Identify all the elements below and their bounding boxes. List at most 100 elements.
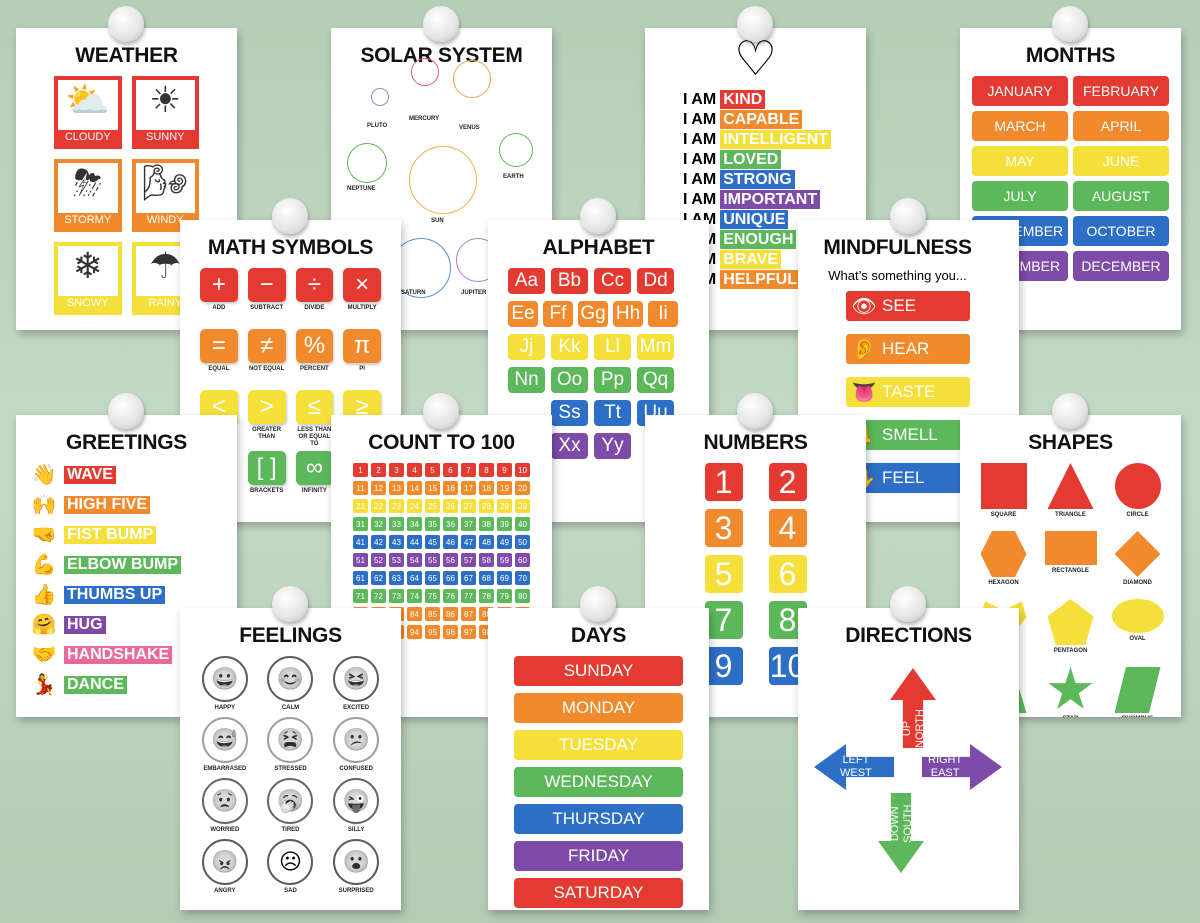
count-cell: 45 <box>425 535 440 549</box>
face-tired-icon: 🥱 <box>267 778 314 824</box>
number-tile: 3 <box>704 509 743 547</box>
shape-label: STAR <box>1039 716 1102 717</box>
poster-title: MINDFULNESS <box>823 236 972 259</box>
greeting-row: 👋 WAVE <box>28 463 225 486</box>
count-cell: 9 <box>497 463 512 477</box>
direction-label: RIGHT EAST <box>928 754 963 779</box>
letter-chip: Hh <box>613 301 643 327</box>
count-cell: 67 <box>461 571 476 585</box>
feeling-label: SURPRISED <box>338 888 374 894</box>
affirmation-word: BRAVE <box>720 250 782 269</box>
shape-label: TRIANGLE <box>1055 512 1086 518</box>
affirmation-prefix: I AM <box>683 171 717 188</box>
high-five-icon: 🙌 <box>31 494 57 516</box>
affirmation-row: I AM CAPABLE <box>657 110 854 129</box>
planet-pluto-icon <box>371 88 389 106</box>
count-cell: 76 <box>443 589 458 603</box>
poster-alphabet: ALPHABET Aa Bb Cc Dd Ee Ff Gg Hh Ii Jj Kk Ll Mm Nn Oo Pp… <box>488 220 709 522</box>
feeling-label: WORRIED <box>210 827 240 833</box>
count-cell: 28 <box>479 499 494 513</box>
face-embarrased-icon: 😅 <box>201 717 248 763</box>
count-cell: 86 <box>443 607 458 621</box>
count-cell: 26 <box>443 499 458 513</box>
letter-chip: Jj <box>508 334 545 360</box>
affirmation-word: UNIQUE <box>720 210 789 229</box>
sense-label: SEE <box>882 296 917 315</box>
greeting-row: 💃 DANCE <box>28 673 225 696</box>
day-bar: TUESDAY <box>514 730 683 760</box>
shape-cell: CIRCLE <box>1106 463 1169 525</box>
poster-title: DAYS <box>570 624 627 647</box>
letter-chip: Ii <box>648 301 678 327</box>
day-bar: SUNDAY <box>514 656 683 686</box>
pin-icon <box>890 586 926 622</box>
feeling-cell: 😊 CALM <box>258 656 324 712</box>
count-cell: 69 <box>497 571 512 585</box>
heart-icon: ♡ <box>733 33 778 86</box>
count-cell: 34 <box>407 517 422 531</box>
oval-shape <box>1111 599 1164 633</box>
letter-chip: Dd <box>637 268 674 294</box>
math-symbol-label: EQUAL <box>208 366 230 372</box>
sense-label: SMELL <box>882 425 938 444</box>
count-cell: 42 <box>371 535 386 549</box>
count-cell: 73 <box>389 589 404 603</box>
letter-chip: Oo <box>551 367 588 393</box>
affirmation-word: KIND <box>720 90 766 109</box>
math-symbol-label: GREATER THAN <box>252 427 282 440</box>
letter-chip: Ff <box>543 301 573 327</box>
feeling-cell: 😜 SILLY <box>323 778 389 834</box>
pin-icon <box>108 393 144 429</box>
count-cell: 44 <box>407 535 422 549</box>
math-symbol-tile: = <box>200 329 238 363</box>
count-cell: 63 <box>389 571 404 585</box>
feeling-label: SAD <box>284 888 297 894</box>
face-stressed-icon: 😫 <box>267 717 314 763</box>
pin-icon <box>423 6 459 42</box>
feeling-label: CONFUSED <box>339 766 373 772</box>
poster-title: COUNT TO 100 <box>368 431 515 454</box>
shape-cell: RECTANGLE <box>1039 531 1102 593</box>
count-cell: 51 <box>353 553 368 567</box>
pin-icon <box>737 6 773 42</box>
math-symbol: π PI <box>343 329 381 386</box>
count-cell: 54 <box>407 553 422 567</box>
count-cell: 29 <box>497 499 512 513</box>
feeling-cell: 😫 STRESSED <box>258 717 324 773</box>
count-cell: 24 <box>407 499 422 513</box>
poster-feelings: FEELINGS 😀 HAPPY 😊 CALM 😆 EXCITED 😅 EMBARRASED 😫 S… <box>180 608 401 910</box>
greeting-label: HUG <box>64 615 106 634</box>
sense-label: HEAR <box>882 339 930 358</box>
letter-chip: Ss <box>551 400 588 426</box>
math-symbol-tile: × <box>343 268 381 302</box>
count-cell: 16 <box>443 481 458 495</box>
count-cell: 87 <box>461 607 476 621</box>
letter-chip: Yy <box>594 433 631 459</box>
month-chip: MARCH <box>972 111 1068 141</box>
count-cell: 64 <box>407 571 422 585</box>
affirmation-prefix: I AM <box>683 191 717 208</box>
count-cell: 78 <box>479 589 494 603</box>
shape-cell: TRIANGLE <box>1039 463 1102 525</box>
poster-title: MONTHS <box>1025 44 1116 67</box>
count-cell: 57 <box>461 553 476 567</box>
letter-chip: Xx <box>551 433 588 459</box>
count-cell: 1 <box>353 463 368 477</box>
planet-label: VENUS <box>459 125 480 131</box>
count-cell: 60 <box>515 553 530 567</box>
feeling-cell: 😆 EXCITED <box>323 656 389 712</box>
count-cell: 97 <box>461 625 476 639</box>
count-cell: 79 <box>497 589 512 603</box>
count-cell: 43 <box>389 535 404 549</box>
rhombus-shape <box>1114 667 1161 713</box>
shape-label: PENTAGON <box>1053 648 1088 654</box>
shape-cell: HEXAGON <box>972 531 1035 593</box>
math-symbol-tile: ≤ <box>295 390 334 424</box>
direction-label: UP NORTH <box>901 709 926 748</box>
affirmation-word: CAPABLE <box>720 110 803 129</box>
count-cell: 96 <box>443 625 458 639</box>
count-cell: 14 <box>407 481 422 495</box>
letter-chip: Nn <box>508 367 545 393</box>
handshake-icon: 🤝 <box>31 644 57 666</box>
count-cell: 74 <box>407 589 422 603</box>
